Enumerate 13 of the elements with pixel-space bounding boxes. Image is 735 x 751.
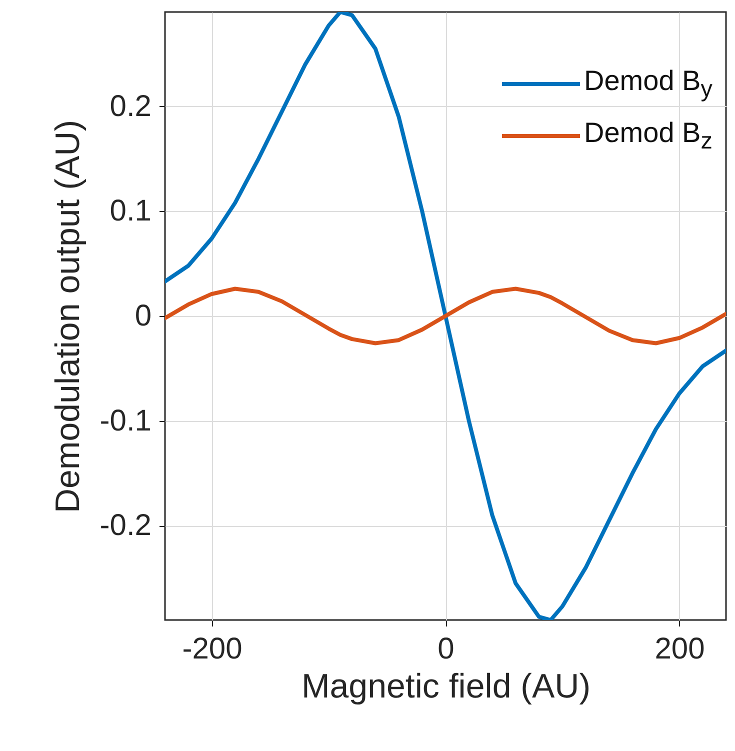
x-tick-label: -200	[182, 632, 242, 666]
y-tick-label: 0.1	[110, 194, 152, 228]
x-axis-title: Magnetic field (AU)	[301, 668, 591, 706]
legend-label: Demod B$_{y}$	[584, 65, 712, 103]
legend-label: Demod B$_{z}$	[584, 117, 712, 155]
x-tick-label: 200	[654, 632, 705, 666]
y-tick-label: -0.1	[100, 404, 152, 438]
y-tick-label: 0.2	[110, 90, 152, 123]
line-series	[165, 286, 726, 346]
y-tick-label: 0	[134, 300, 152, 332]
y-tick-label: -0.2	[100, 509, 152, 542]
x-tick-label: 0	[438, 632, 454, 666]
y-axis-title: Demodulation output (AU)	[48, 120, 87, 514]
